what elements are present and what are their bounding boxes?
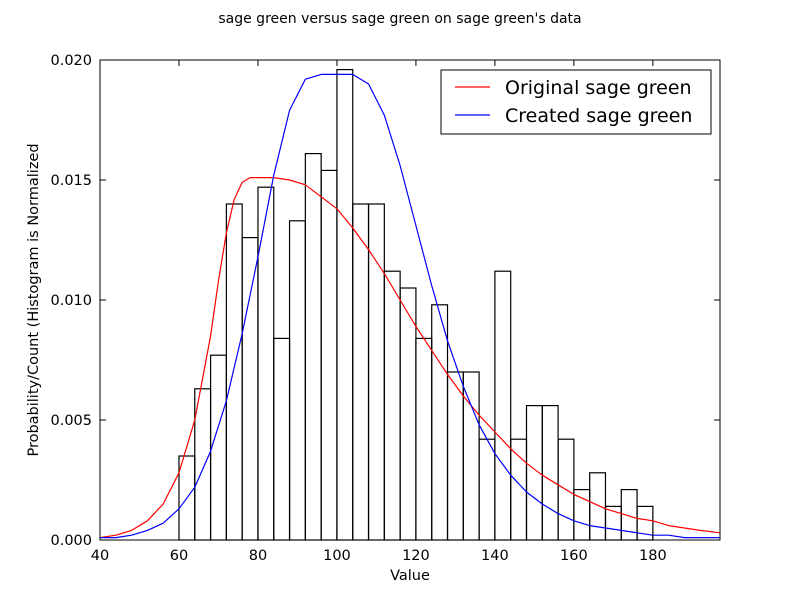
legend-box [440,69,712,135]
x-tick-label: 100 [323,548,351,564]
created-series-line [100,73,720,539]
y-tick-label: 0.000 [50,533,92,549]
x-axis-ticks: 40 60 80 100 120 140 160 180 [91,60,667,564]
y-tick-label: 0.020 [50,53,92,69]
histogram-bars [178,68,654,541]
histogram-bar [494,270,512,541]
y-tick-label: 0.010 [50,293,92,309]
histogram-bar [209,354,227,541]
histogram-bar [541,405,559,541]
legend-label-original: Original sage green [505,77,692,99]
histogram-bar [352,203,370,541]
x-tick-label: 120 [402,548,430,564]
histogram-bar [446,371,464,541]
histogram-bar [304,153,322,541]
histogram-bar [194,388,212,541]
histogram-bar [573,489,591,541]
histogram-bar [225,203,243,541]
histogram-bar [478,438,496,541]
y-axis-label: Probability/Count (Histogram is Normaliz… [26,143,42,456]
legend: Original sage green Created sage green [440,69,712,135]
x-tick-label: 80 [249,548,267,564]
original-series-line [99,177,721,539]
histogram-bar [320,169,338,541]
x-tick-label: 60 [170,548,188,564]
x-axis-label: Value [390,568,430,584]
histogram-bar [415,337,433,541]
y-axis-ticks: 0.000 0.005 0.010 0.015 0.020 [50,53,720,549]
histogram-bar [431,304,449,541]
histogram-bar [589,472,607,541]
x-tick-label: 180 [639,548,667,564]
histogram-bar [273,337,291,541]
x-tick-label: 140 [481,548,509,564]
density-lines [99,73,721,539]
legend-label-created: Created sage green [505,105,692,127]
histogram-bar [383,270,401,541]
histogram-bar [399,287,417,541]
x-tick-label: 40 [91,548,109,564]
y-tick-label: 0.005 [50,413,92,429]
histogram-bar [367,203,385,541]
histogram-bar [462,371,480,541]
x-tick-label: 160 [560,548,588,564]
histogram-bar [336,68,354,541]
histogram-bar [241,237,259,541]
histogram-bar [257,186,275,541]
chart-title: sage green versus sage green on sage gre… [218,11,581,27]
histogram-bar [288,220,306,541]
y-tick-label: 0.015 [50,173,92,189]
